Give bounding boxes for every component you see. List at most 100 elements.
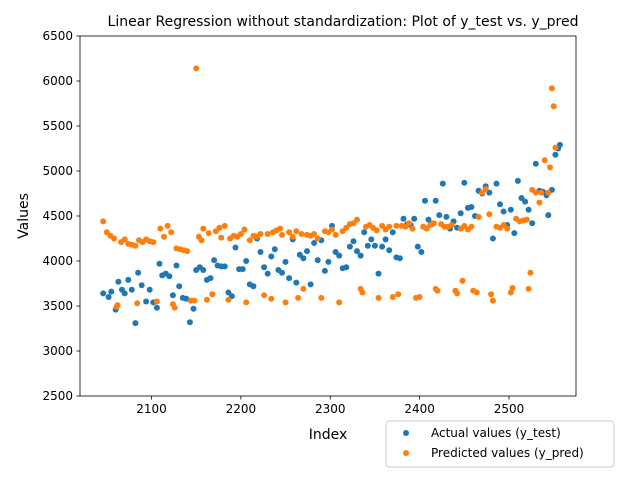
predicted-point-141	[541, 157, 548, 164]
actual-point-31	[207, 275, 214, 282]
actual-point-89	[414, 243, 421, 250]
y-tick-label-6000: 6000	[42, 74, 73, 88]
actual-point-117	[514, 177, 521, 184]
predicted-point-34	[203, 296, 210, 303]
predicted-point-103	[430, 220, 437, 227]
actual-point-61	[314, 257, 321, 264]
legend: Actual values (y_test) Predicted values …	[385, 420, 615, 468]
predicted-point-20	[164, 222, 171, 229]
y-tick-label-3500: 3500	[42, 299, 73, 313]
predicted-point-134	[523, 216, 530, 223]
actual-point-70	[346, 243, 353, 250]
predicted-point-52	[261, 292, 268, 299]
actual-point-96	[439, 180, 446, 187]
x-tick-label-2200: 2200	[226, 402, 257, 416]
x-axis: 2100 2200 2300 2400 2500	[136, 396, 524, 416]
actual-point-82	[389, 229, 396, 236]
actual-point-79	[379, 243, 386, 250]
predicted-point-0	[100, 218, 107, 225]
actual-point-60	[311, 240, 318, 246]
chart-title: Linear Regression without standardizatio…	[108, 14, 579, 30]
actual-point-8	[128, 286, 135, 293]
actual-point-81	[386, 247, 393, 254]
predicted-point-58	[279, 231, 285, 238]
predicted-point-124	[489, 297, 496, 304]
actual-point-43	[250, 283, 257, 290]
actual-point-46	[261, 264, 268, 271]
predicted-point-36	[209, 291, 216, 298]
predicted-point-10	[132, 242, 139, 249]
actual-point-130	[556, 141, 563, 148]
predicted-point-92	[393, 222, 400, 229]
predicted-point-16	[150, 239, 157, 246]
actual-point-0	[100, 290, 107, 297]
actual-point-26	[190, 305, 197, 312]
actual-point-91	[422, 197, 428, 204]
actual-point-78	[375, 270, 382, 277]
predicted-point-99	[416, 294, 423, 300]
actual-point-120	[525, 206, 532, 213]
actual-point-24	[183, 295, 190, 302]
actual-point-55	[293, 279, 300, 286]
predicted-point-86	[373, 227, 380, 234]
actual-point-35	[221, 263, 228, 270]
actual-point-22	[176, 283, 183, 290]
actual-point-85	[400, 215, 407, 222]
predicted-point-29	[191, 297, 198, 304]
y-tick-label-5000: 5000	[42, 164, 73, 178]
actual-point-9	[132, 320, 139, 327]
actual-point-80	[382, 236, 389, 243]
predicted-point-121	[482, 186, 489, 192]
predicted-point-7	[121, 236, 128, 243]
predicted-point-113	[459, 277, 466, 284]
predicted-point-128	[504, 225, 511, 232]
predicted-point-63	[295, 294, 302, 301]
legend-box	[385, 420, 615, 468]
predicted-point-62	[293, 228, 300, 235]
actual-point-97	[443, 213, 450, 220]
predicted-point-64	[298, 231, 305, 237]
predicted-point-145	[550, 103, 557, 110]
actual-point-102	[461, 179, 468, 186]
y-tick-label-6500: 6500	[42, 29, 73, 43]
predicted-point-17	[153, 298, 160, 305]
actual-point-71	[350, 238, 357, 245]
x-tick-label-2400: 2400	[404, 402, 435, 416]
predicted-point-70	[318, 294, 325, 301]
y-axis: 2500 3000 3500 4000 4500 5000 5500 6000 6500	[42, 29, 80, 403]
predicted-point-51	[257, 231, 264, 237]
predicted-point-73	[329, 226, 335, 233]
predicted-point-57	[277, 225, 284, 232]
actual-point-113	[500, 208, 507, 215]
predicted-point-87	[375, 294, 382, 301]
actual-point-41	[243, 258, 250, 264]
actual-point-6	[121, 290, 128, 297]
predicted-point-54	[268, 295, 275, 302]
actual-point-57	[300, 255, 307, 262]
actual-point-73	[357, 252, 364, 259]
actual-point-2	[108, 288, 115, 295]
actual-point-95	[436, 212, 443, 219]
actual-point-49	[271, 246, 278, 253]
y-tick-label-4000: 4000	[42, 254, 73, 268]
actual-point-104	[468, 204, 475, 210]
actual-point-63	[321, 267, 328, 274]
predicted-point-74	[332, 231, 339, 238]
actual-point-110	[489, 235, 496, 242]
y-axis-label: Values	[16, 193, 32, 239]
actual-point-40	[239, 266, 246, 273]
predicted-point-3	[111, 235, 117, 242]
y-tick-label-2500: 2500	[42, 389, 73, 403]
actual-point-38	[232, 244, 239, 251]
actual-point-11	[138, 282, 145, 289]
predicted-point-138	[532, 189, 539, 196]
predicted-point-119	[475, 213, 482, 220]
actual-point-90	[418, 249, 425, 255]
predicted-point-23	[171, 304, 178, 311]
predicted-point-135	[525, 285, 532, 292]
predicted-point-53	[264, 231, 271, 237]
actual-point-1	[105, 294, 112, 300]
legend-marker-predicted	[403, 450, 409, 456]
predicted-point-111	[454, 290, 461, 297]
